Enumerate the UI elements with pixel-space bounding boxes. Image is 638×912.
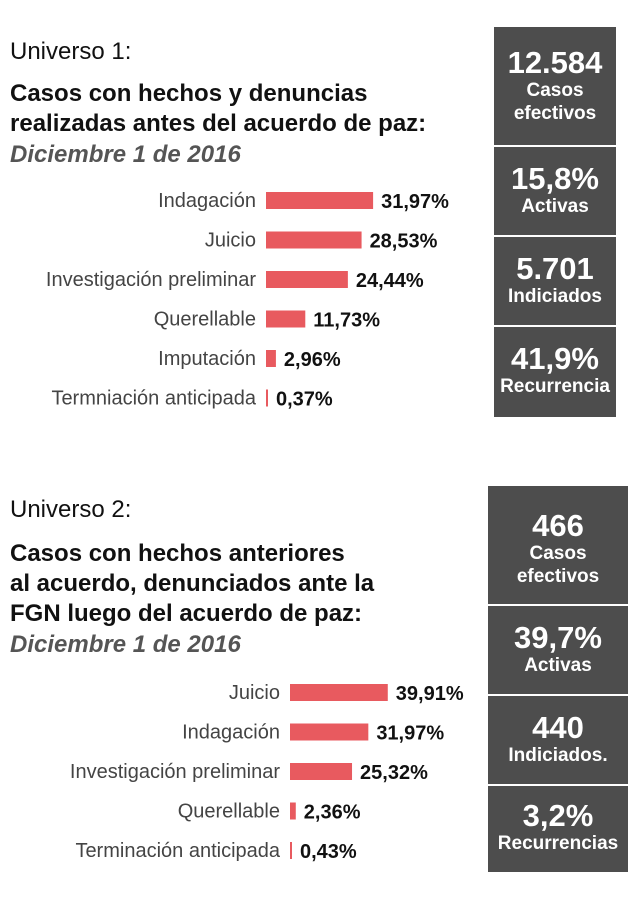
value-label-investigacion-preliminar: 25,32% <box>360 762 428 784</box>
stat-label: Activas <box>521 196 589 217</box>
bar-terminacion-anticipada <box>290 842 292 859</box>
stat-label: Casos <box>526 80 584 101</box>
stat-box-indiciados: 440 Indiciados. <box>488 694 628 784</box>
value-label-juicio: 39,91% <box>396 683 464 705</box>
universe-1-stats-panel: 12.584 Casos efectivos 15,8% Activas 5.7… <box>494 27 616 417</box>
bar-querellable <box>290 802 296 820</box>
stat-value: 3,2% <box>522 798 594 833</box>
bar-juicio <box>290 684 388 701</box>
stat-box-recurrencia: 41,9% Recurrencia <box>494 325 616 417</box>
category-label-imputacion: Imputación <box>158 348 256 370</box>
bar-indagacion <box>290 723 369 741</box>
category-label-termniacion-anticipada: Termniación anticipada <box>51 388 256 410</box>
value-label-querellable: 11,73% <box>313 310 380 332</box>
stat-label: Casos <box>529 543 587 564</box>
category-label-juicio: Juicio <box>205 230 256 252</box>
universe-2-section: Universo 2: Casos con hechos anteriores … <box>0 478 638 892</box>
universe-1-label: Universo 1: <box>10 38 132 65</box>
category-label-querellable: Querellable <box>154 309 256 331</box>
stat-label: Indiciados. <box>508 745 608 766</box>
category-label-juicio: Juicio <box>229 682 280 704</box>
stat-value: 41,9% <box>511 341 599 376</box>
stat-value: 5.701 <box>516 251 594 286</box>
bar-investigacion-preliminar <box>266 271 348 288</box>
universe-1-title-line-1: Casos con hechos y denuncias <box>10 80 368 107</box>
universe-2-label: Universo 2: <box>10 496 132 523</box>
stat-box-activas: 39,7% Activas <box>488 604 628 694</box>
bar-imputacion <box>266 350 276 367</box>
value-label-indagacion: 31,97% <box>381 191 449 213</box>
stat-box-indiciados: 5.701 Indiciados <box>494 235 616 325</box>
stat-value: 440 <box>532 710 584 745</box>
stat-box-casos-efectivos: 12.584 Casos efectivos <box>494 27 616 145</box>
universe-2-title-line-1: Casos con hechos anteriores <box>10 540 345 567</box>
universe-2-bar-chart: Juicio 39,91% Indagación 31,97% Investigació… <box>70 682 464 863</box>
value-label-terminacion-anticipada: 0,43% <box>300 841 357 863</box>
stat-label: Activas <box>524 655 592 676</box>
universe-1-title-line-2: realizadas antes del acuerdo de paz: <box>10 110 427 137</box>
bar-querellable <box>266 310 306 328</box>
value-label-querellable: 2,36% <box>304 802 361 824</box>
category-label-investigacion-preliminar: Investigación preliminar <box>46 269 256 291</box>
bar-termniacion-anticipada <box>266 389 268 407</box>
stat-value: 466 <box>532 508 584 543</box>
stat-label: efectivos <box>516 566 600 587</box>
value-label-investigacion-preliminar: 24,44% <box>356 270 424 292</box>
universe-1-date: Diciembre 1 de 2016 <box>10 141 241 168</box>
stat-box-casos-efectivos: 466 Casos efectivos <box>488 486 628 604</box>
universe-1-section: Universo 1: Casos con hechos y denuncias… <box>0 0 638 440</box>
universe-2-stats-panel: 466 Casos efectivos 39,7% Activas 440 In… <box>488 486 628 872</box>
value-label-imputacion: 2,96% <box>284 349 341 371</box>
stat-label: Indiciados <box>508 286 602 307</box>
stat-value: 39,7% <box>514 620 602 655</box>
stat-value: 15,8% <box>511 161 599 196</box>
category-label-terminacion-anticipada: Terminación anticipada <box>75 840 280 862</box>
stat-label: Recurrencia <box>500 376 610 397</box>
value-label-indagacion: 31,97% <box>376 723 444 745</box>
category-label-investigacion-preliminar: Investigación preliminar <box>70 761 280 783</box>
category-label-indagacion: Indagación <box>182 722 280 744</box>
universe-1-bar-chart: Indagación 31,97% Juicio 28,53% Investigació… <box>46 190 449 411</box>
bar-investigacion-preliminar <box>290 763 353 780</box>
bar-indagacion <box>266 192 374 209</box>
stat-label: Recurrencias <box>497 833 619 854</box>
category-label-querellable: Querellable <box>178 801 280 823</box>
value-label-juicio: 28,53% <box>370 231 438 253</box>
universe-2-date: Diciembre 1 de 2016 <box>10 631 241 658</box>
universe-2-title-line-3: FGN luego del acuerdo de paz: <box>10 600 363 627</box>
category-label-indagacion: Indagación <box>158 190 256 212</box>
stat-value: 12.584 <box>507 45 603 80</box>
bar-juicio <box>266 231 362 249</box>
stat-box-recurrencias: 3,2% Recurrencias <box>488 784 628 872</box>
value-label-termniacion-anticipada: 0,37% <box>276 389 333 411</box>
universe-2-title-line-2: al acuerdo, denunciados ante la <box>10 570 375 597</box>
stat-label: efectivos <box>513 103 597 124</box>
stat-box-activas: 15,8% Activas <box>494 145 616 235</box>
